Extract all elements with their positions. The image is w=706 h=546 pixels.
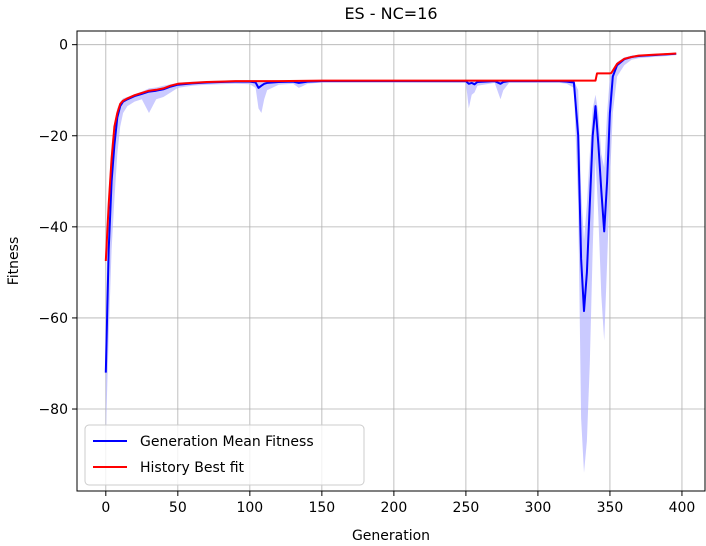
x-tick-label: 250 — [453, 500, 480, 516]
x-tick-label: 150 — [308, 500, 335, 516]
legend-box — [84, 424, 365, 486]
series-band-0 — [105, 52, 677, 473]
y-axis-label: Fitness — [6, 237, 22, 286]
y-tick-label: −40 — [38, 220, 68, 236]
series-lines — [104, 52, 677, 373]
x-axis-label: Generation — [352, 528, 430, 544]
y-tick-label: −60 — [38, 311, 68, 327]
x-tick-label: 300 — [525, 500, 552, 516]
legend-label-best: History Best fit — [140, 460, 245, 476]
legend: Generation Mean Fitness History Best fit — [84, 424, 365, 486]
fitness-bands — [105, 52, 677, 473]
chart-title: ES - NC=16 — [344, 4, 437, 23]
y-tick-label: 0 — [59, 38, 68, 54]
grid-lines — [77, 31, 705, 491]
series-line-1 — [104, 52, 677, 262]
y-axis-ticks: 0 −20 −40 −60 −80 — [38, 38, 77, 418]
y-tick-label: −80 — [38, 402, 68, 418]
x-tick-label: 50 — [169, 500, 187, 516]
y-tick-label: −20 — [38, 129, 68, 145]
legend-label-mean: Generation Mean Fitness — [140, 434, 314, 450]
x-tick-label: 350 — [597, 500, 624, 516]
x-axis-ticks: 0 50 100 150 200 250 300 350 400 — [101, 491, 695, 516]
x-tick-label: 100 — [236, 500, 263, 516]
plot-frame — [76, 30, 706, 492]
x-tick-label: 200 — [381, 500, 408, 516]
x-tick-label: 400 — [669, 500, 696, 516]
x-tick-label: 0 — [101, 500, 110, 516]
